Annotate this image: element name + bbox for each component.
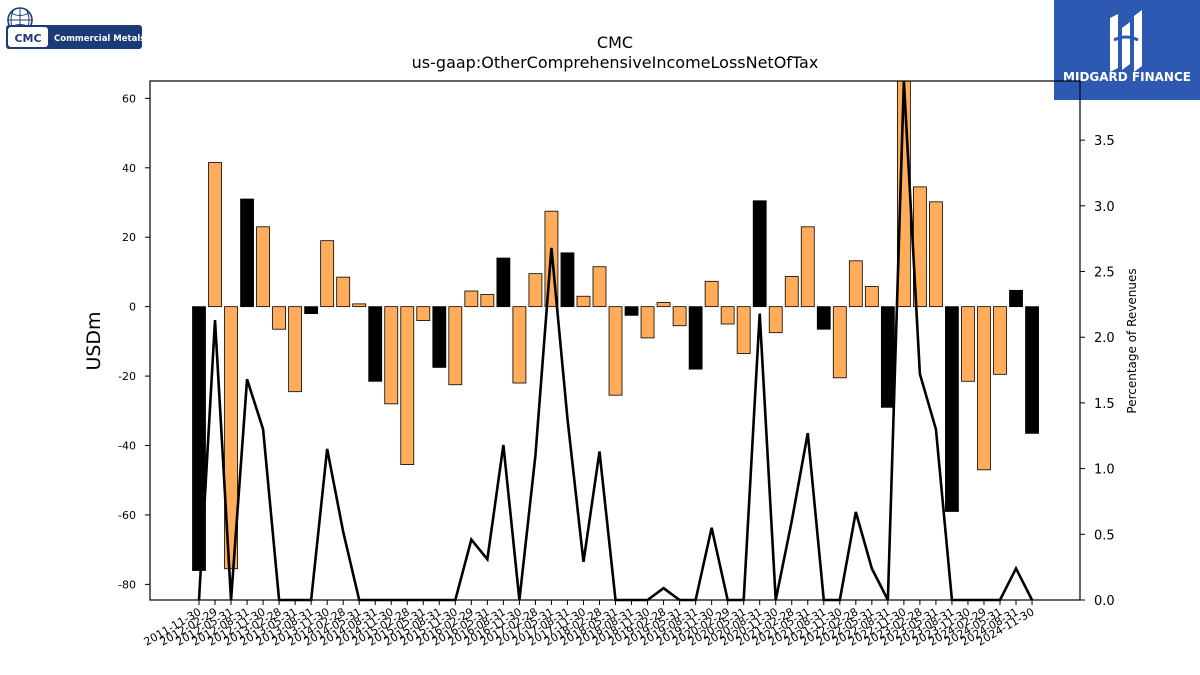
bar-2020-02-29 xyxy=(720,306,735,325)
bar-2019-02-28 xyxy=(656,302,671,308)
plot-frame xyxy=(149,80,1081,601)
bar-2019-11-30 xyxy=(704,280,719,308)
logo-right-label: MIDGARD FINANCE xyxy=(1063,70,1191,84)
y2-tick-label: 3.0 xyxy=(1094,200,1115,215)
bar-2019-08-31 xyxy=(688,306,703,370)
y2-tick-label: 3.5 xyxy=(1094,134,1115,149)
bar-2024-11-30 xyxy=(1025,306,1039,434)
y2-tick-label: 2.5 xyxy=(1094,266,1115,281)
bar-2023-11-30 xyxy=(961,306,975,382)
bar-2021-08-31 xyxy=(816,306,831,330)
bar-2024-05-31 xyxy=(993,306,1007,375)
bar-2020-05-31 xyxy=(736,306,751,354)
y-tick-label: -40 xyxy=(118,440,136,453)
bar-2011-11-30 xyxy=(192,306,206,571)
commercial-metals-logo: CMC Commercial Metals xyxy=(4,6,145,52)
bar-2014-11-30 xyxy=(384,306,399,405)
bar-2013-11-30 xyxy=(320,240,335,308)
bar-2018-11-30 xyxy=(640,306,655,339)
y-tick-label: 0 xyxy=(129,301,136,314)
midgard-finance-logo: MIDGARD FINANCE xyxy=(1054,0,1200,100)
bar-2024-08-31 xyxy=(1009,289,1023,308)
y-tick-label: 60 xyxy=(122,92,136,105)
bar-2013-05-31 xyxy=(288,306,303,393)
bar-2019-05-31 xyxy=(672,306,687,327)
y2-tick-label: 0.5 xyxy=(1094,528,1115,543)
y2-axis-label: Percentage of Revenues xyxy=(1125,268,1139,413)
bar-2018-05-31 xyxy=(608,306,623,396)
bar-2014-08-31 xyxy=(368,306,383,382)
bar-2014-05-31 xyxy=(352,303,367,308)
bar-2022-02-28 xyxy=(848,260,863,308)
bar-2017-08-31 xyxy=(560,252,575,308)
bar-2012-08-31 xyxy=(240,198,254,308)
y-tick-label: -60 xyxy=(118,509,136,522)
bar-2012-02-29 xyxy=(208,162,222,308)
chart-subtitle: us-gaap:OtherComprehensiveIncomeLossNetO… xyxy=(412,53,819,72)
bar-2020-11-30 xyxy=(768,306,783,334)
y2-tick-label: 1.0 xyxy=(1094,463,1115,478)
bar-2024-02-29 xyxy=(977,306,991,471)
bar-2013-02-28 xyxy=(272,306,287,330)
bar-2021-05-31 xyxy=(800,226,815,308)
y2-tick-label: 1.5 xyxy=(1094,397,1115,412)
bar-2012-11-30 xyxy=(256,226,270,308)
bar-2014-02-28 xyxy=(336,276,351,308)
logo-left-label: Commercial Metals xyxy=(54,34,144,44)
y2-tick-label: 2.0 xyxy=(1094,331,1115,346)
bar-2012-05-31 xyxy=(224,306,238,570)
bar-2016-11-30 xyxy=(512,306,527,384)
bar-2015-08-31 xyxy=(432,306,447,368)
bar-2015-05-31 xyxy=(416,306,431,321)
bar-2022-05-31 xyxy=(864,286,879,308)
chart-title: CMC xyxy=(597,33,633,52)
bar-2021-02-28 xyxy=(784,276,799,308)
bar-2018-08-31 xyxy=(624,306,639,316)
bar-2013-08-31 xyxy=(304,306,319,314)
bar-2017-02-28 xyxy=(528,273,543,308)
bar-2016-08-31 xyxy=(496,257,511,308)
bar-2023-05-31 xyxy=(929,201,943,308)
bar-2015-02-28 xyxy=(400,306,415,466)
bar-2018-02-28 xyxy=(592,266,607,308)
bar-2016-02-29 xyxy=(464,290,479,308)
y-axis-label: USDm xyxy=(83,311,105,370)
bar-2016-05-31 xyxy=(480,294,495,308)
bar-2017-11-30 xyxy=(576,295,591,308)
bar-2023-08-31 xyxy=(945,306,959,512)
y-tick-label: -20 xyxy=(118,370,136,383)
bar-2021-11-30 xyxy=(832,306,847,379)
y-tick-label: -80 xyxy=(118,578,136,591)
logo-left-sub: CMC xyxy=(14,32,41,45)
y-tick-label: 20 xyxy=(122,231,136,244)
bar-2015-11-30 xyxy=(448,306,463,386)
y2-tick-label: 0.0 xyxy=(1094,594,1115,609)
bar-2022-08-31 xyxy=(880,306,895,408)
bar-2020-08-31 xyxy=(752,200,767,308)
y-tick-label: 40 xyxy=(122,162,136,175)
